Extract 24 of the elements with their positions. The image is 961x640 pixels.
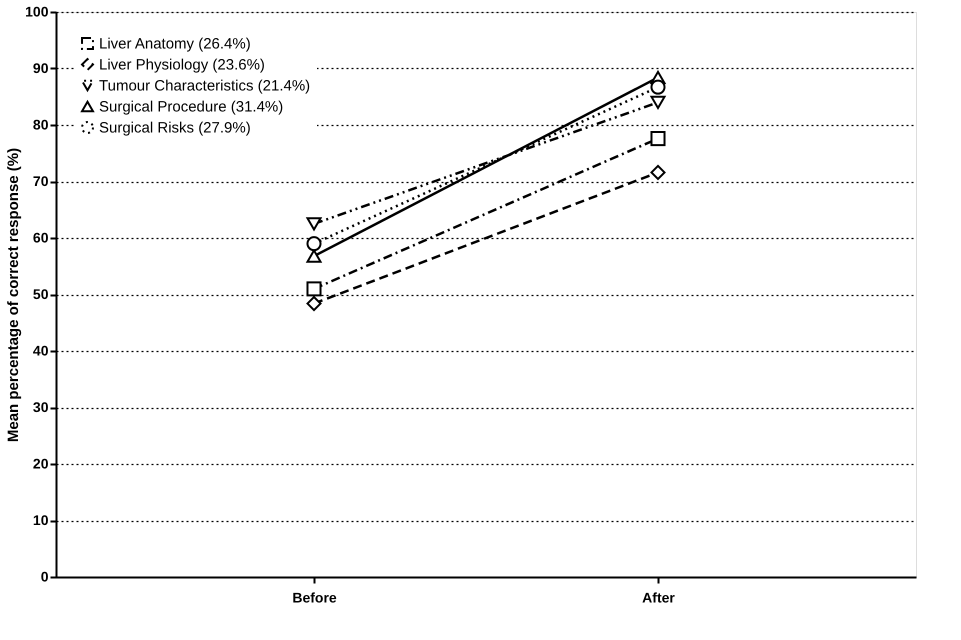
point [306,281,322,296]
legend-label: Tumour Characteristics (21.4%) [99,78,310,94]
y-tick-label: 100 [25,4,49,20]
legend-label: Liver Physiology (23.6%) [99,56,265,74]
y-tick-label: 80 [32,116,49,132]
point [650,131,666,146]
y-axis-title: Mean percentage of correct response (%) [5,148,22,442]
legend-label: Liver Anatomy (26.4%) [99,36,251,52]
legend-label: Surgical Procedure (31.4%) [99,98,284,116]
y-tick-label: 20 [32,456,49,472]
point [306,296,322,312]
point [650,164,666,180]
y-tick-label: 70 [32,173,49,189]
y-tick-label: 50 [32,286,49,302]
y-tick-label: 0 [40,568,49,584]
x-tick-label: Before [292,590,337,606]
y-tick-label: 30 [32,399,49,415]
point [306,236,322,252]
y-tick-label: 10 [32,512,49,528]
y-tick-label: 60 [32,230,49,246]
y-tick-label: 40 [32,342,49,358]
x-tick-label: After [642,590,676,606]
y-tick-label: 90 [32,60,49,76]
legend-label: Surgical Risks (27.9%) [99,120,251,136]
